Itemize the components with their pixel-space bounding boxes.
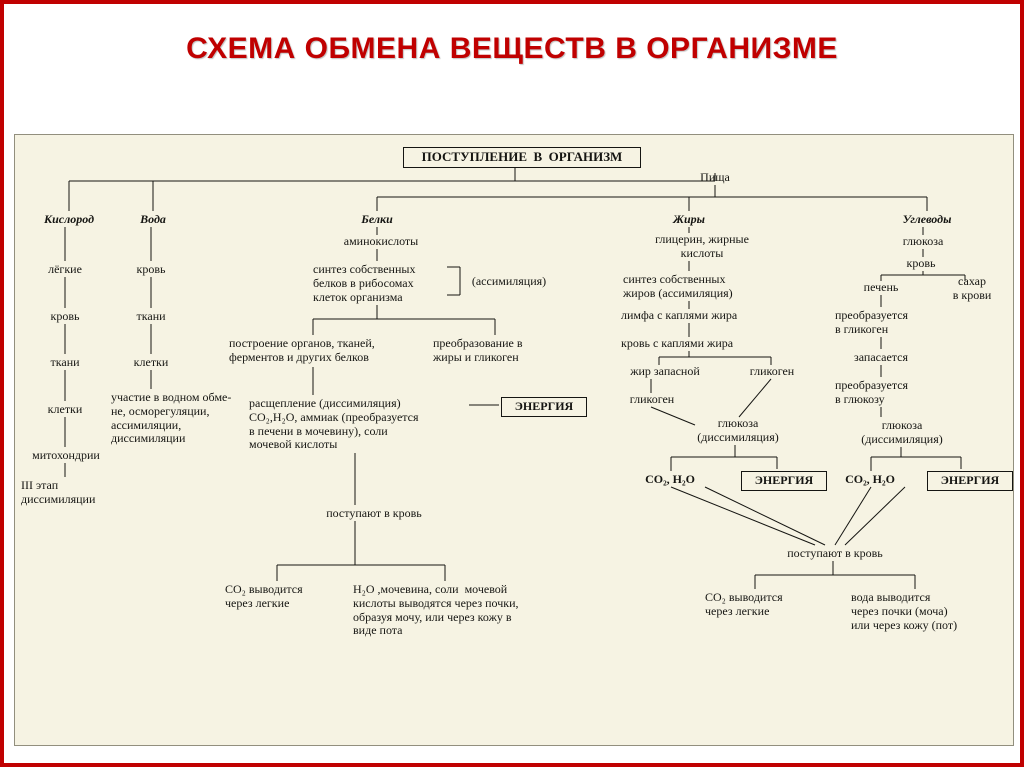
node-n_c_back: преобразуется в глюкозу xyxy=(835,379,945,407)
node-n_water: Вода xyxy=(129,213,177,227)
node-n_p_h2oout: Н₂О ,мочевина, соли мочевой кислоты выво… xyxy=(353,583,573,638)
node-n_oxygen: Кислород xyxy=(33,213,105,227)
node-n_f_glycogen: гликоген xyxy=(617,393,687,407)
node-n_end_h2o: вода выводится через почки (моча) или че… xyxy=(851,591,1001,632)
node-n_p_conv: преобразование в жиры и гликоген xyxy=(433,337,573,365)
node-n_o2_stage3: III этап диссимиляции xyxy=(21,479,121,507)
node-n_p_dissim: расщепление (диссимиляция) СО₂,Н₂О, амми… xyxy=(249,397,469,452)
node-n_c_glucose: глюкоза xyxy=(893,235,953,249)
node-n_c_energy: ЭНЕРГИЯ xyxy=(927,471,1013,491)
node-n_f_synth: синтез собственных жиров (ассимиляция) xyxy=(623,273,773,301)
node-n_end_enterblood: поступают в кровь xyxy=(765,547,905,561)
node-n_c_store: запасается xyxy=(841,351,921,365)
node-n_o2_blood: кровь xyxy=(35,310,95,324)
node-n_c_sugar: сахар в крови xyxy=(941,275,1003,303)
node-n_c_glu2: глюкоза (диссимиляция) xyxy=(847,419,957,447)
node-n_pisha: Пища xyxy=(690,171,740,185)
node-n_f_energy: ЭНЕРГИЯ xyxy=(741,471,827,491)
node-n_p_build: построение органов, тканей, ферментов и … xyxy=(229,337,429,365)
node-n_o2_cells: клетки xyxy=(35,403,95,417)
node-n_root: ПОСТУПЛЕНИЕ В ОРГАНИЗМ xyxy=(403,147,641,168)
diagram-container: ПОСТУПЛЕНИЕ В ОРГАНИЗМ Пища Кислород Вода Бе… xyxy=(14,134,1014,746)
node-n_c_co2h2o: СО₂, Н₂О xyxy=(835,473,905,487)
node-n_o2_tissue: ткани xyxy=(35,356,95,370)
node-n_f_bloodfat: кровь с каплями жира xyxy=(621,337,781,351)
node-n_p_assim: (ассимиляция) xyxy=(459,275,559,289)
node-n_o2_lungs: лёгкие xyxy=(35,263,95,277)
node-n_protein: Белки xyxy=(349,213,405,227)
node-n_fat: Жиры xyxy=(661,213,717,227)
node-n_f_glyco2: гликоген xyxy=(737,365,807,379)
node-n_c_conv: преобразуется в гликоген xyxy=(835,309,945,337)
node-n_p_enterblood: поступают в кровь xyxy=(309,507,439,521)
node-n_w_tissue: ткани xyxy=(125,310,177,324)
node-n_w_cells: клетки xyxy=(123,356,179,370)
node-n_p_synth: синтез собственных белков в рибосомах кл… xyxy=(313,263,453,304)
node-n_f_store: жир запасной xyxy=(615,365,715,379)
slide-frame: СХЕМА ОБМЕНА ВЕЩЕСТВ В ОРГАНИЗМЕ ПОСТУПЛ… xyxy=(0,0,1024,767)
node-n_w_blood: кровь xyxy=(125,263,177,277)
node-n_f_co2h2o: СО₂, Н₂О xyxy=(635,473,705,487)
node-n_c_liver: печень xyxy=(853,281,909,295)
node-n_w_role: участие в водном обме- не, осморегуляции… xyxy=(111,391,261,446)
node-n_f_glucose: глюкоза (диссимиляция) xyxy=(683,417,793,445)
node-n_end_co2: СО₂ выводится через легкие xyxy=(705,591,815,619)
node-n_o2_mito: митохондрии xyxy=(21,449,111,463)
node-n_f_glyc: глицерин, жирные кислоты xyxy=(637,233,767,261)
node-n_f_lymph: лимфа с каплями жира xyxy=(621,309,781,323)
node-n_carb: Углеводы xyxy=(887,213,967,227)
node-n_p_amino: аминокислоты xyxy=(331,235,431,249)
node-n_c_blood: кровь xyxy=(897,257,945,271)
node-n_p_energy: ЭНЕРГИЯ xyxy=(501,397,587,417)
node-n_p_co2out: СО₂ выводится через легкие xyxy=(225,583,335,611)
slide-title: СХЕМА ОБМЕНА ВЕЩЕСТВ В ОРГАНИЗМЕ xyxy=(4,32,1020,66)
